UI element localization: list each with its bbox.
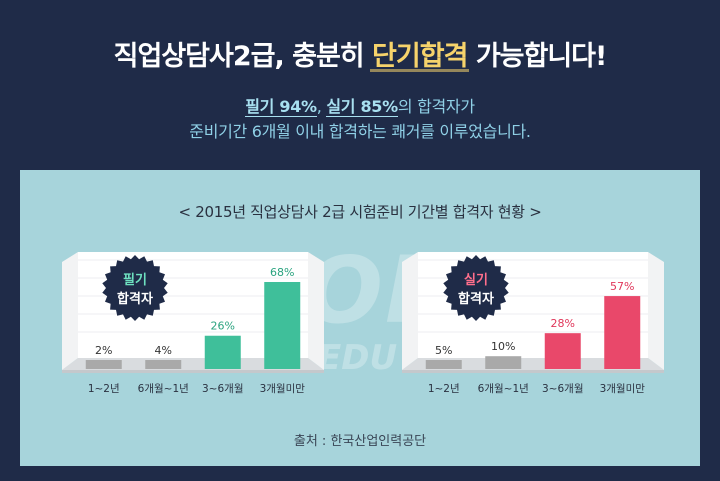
practical-bar-0	[425, 360, 462, 369]
written-category-label-3: 3개월미만	[260, 383, 306, 395]
panel-title: < 2015년 직업상담사 2급 시험준비 기간별 합격자 현황 >	[178, 203, 542, 221]
practical-category-label-0: 1~2년	[428, 383, 460, 395]
headline-before: 직업상담사2급, 충분히	[113, 41, 373, 72]
practical-bar-1	[485, 356, 522, 369]
practical-value-label-0: 5%	[435, 344, 452, 357]
written-value-label-2: 26%	[211, 320, 235, 333]
written-value-label-1: 4%	[155, 344, 172, 357]
written-chart-right-wall	[308, 252, 324, 370]
watermark-logo-sub: EDU	[318, 338, 398, 378]
subtitle-separator: ,	[316, 97, 327, 116]
practical-category-label-1: 6개월~1년	[478, 383, 529, 395]
practical-category-label-3: 3개월미만	[600, 383, 646, 395]
practical-value-label-1: 10%	[491, 340, 515, 353]
written-category-label-0: 1~2년	[88, 383, 120, 395]
source-note: 출처 : 한국산업인력공단	[293, 434, 427, 449]
badge-line-1: 필기	[123, 273, 147, 288]
practical-chart-floor	[402, 358, 664, 370]
badge-line-1: 실기	[464, 273, 488, 288]
headline: 직업상담사2급, 충분히 단기합격 가능합니다!	[0, 34, 720, 73]
practical-value-label-3: 57%	[610, 280, 634, 293]
badge-seal-icon	[102, 255, 168, 321]
written-rate: 필기 94%	[245, 97, 317, 117]
written-chart-floor	[62, 358, 324, 370]
written-bar-2	[204, 335, 241, 369]
written-bar-3	[264, 282, 301, 369]
practical-bar-3	[604, 296, 641, 369]
subtitle-line-1: 필기 94%, 실기 85%의 합격자가	[0, 93, 720, 117]
badge-line-2: 합격자	[117, 292, 153, 307]
written-bar-1	[145, 360, 182, 369]
written-value-label-0: 2%	[95, 344, 112, 357]
practical-chart-left-wall	[402, 252, 418, 370]
practical-rate: 실기 85%	[326, 97, 398, 117]
written-bar-0	[85, 360, 122, 369]
practical-category-label-2: 3~6개월	[542, 383, 583, 395]
practical-chart-base	[402, 370, 664, 373]
practical-chart-right-wall	[648, 252, 664, 370]
written-chart-base	[62, 370, 324, 373]
headline-highlight: 단기합격	[370, 34, 470, 73]
badge-line-2: 합격자	[458, 292, 494, 307]
headline-after: 가능합니다!	[467, 41, 608, 72]
written-value-label-3: 68%	[270, 266, 294, 279]
written-chart-left-wall	[62, 252, 78, 370]
subtitle-line-2: 준비기간 6개월 이내 합격하는 쾌거를 이루었습니다.	[189, 122, 531, 141]
written-category-label-2: 3~6개월	[202, 383, 243, 395]
practical-bar-2	[544, 333, 581, 369]
practical-value-label-2: 28%	[551, 317, 575, 330]
written-category-label-1: 6개월~1년	[138, 383, 189, 395]
badge-seal-icon	[443, 255, 509, 321]
subtitle-line-1-rest: 의 합격자가	[397, 97, 475, 116]
